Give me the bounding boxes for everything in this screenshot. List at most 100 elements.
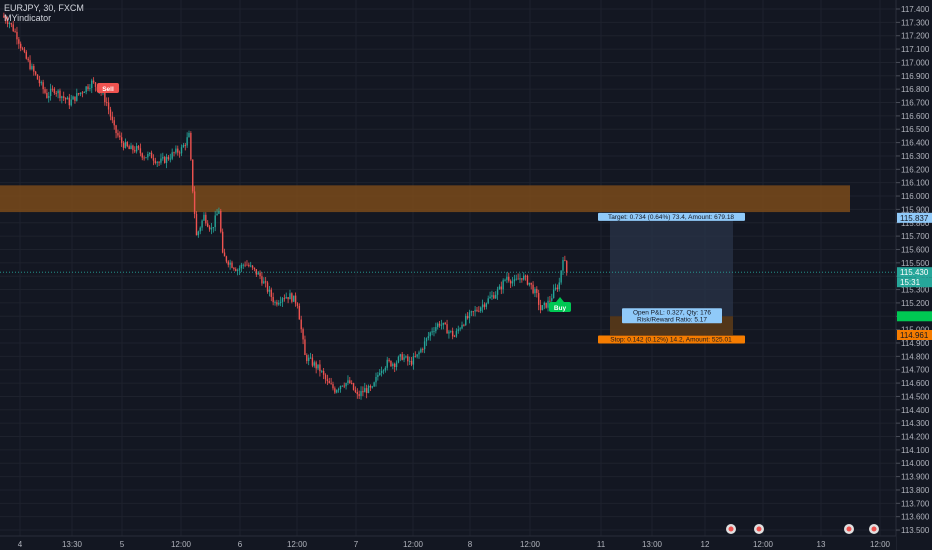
candle-body — [233, 267, 235, 270]
open-pnl-label: Open P&L: 0.327, Qty: 176 — [633, 309, 711, 316]
candle-body — [188, 133, 190, 138]
candle-body — [451, 330, 454, 337]
candle-body — [250, 265, 252, 267]
candle-body — [321, 370, 323, 372]
candle-body — [364, 388, 366, 393]
candle-body — [317, 364, 319, 369]
candle-body — [369, 385, 372, 388]
candle-body — [465, 315, 467, 326]
candle-body — [455, 330, 458, 337]
candle-body — [352, 383, 355, 390]
time-tick-label: 12:00 — [870, 540, 891, 549]
indicator-name[interactable]: MYindicator — [4, 13, 52, 23]
candle-body — [74, 96, 76, 101]
candle-body — [291, 293, 293, 302]
candle-body — [405, 356, 407, 358]
candle-body — [438, 323, 441, 326]
time-tick-label: 5 — [120, 540, 125, 549]
candle-body — [549, 300, 551, 302]
candle-body — [180, 147, 183, 154]
price-tick-label: 117.200 — [901, 32, 930, 41]
stop-label: Stop: 0.142 (0.12%) 14.2, Amount: 525.01 — [610, 337, 732, 344]
candle-body — [44, 89, 46, 93]
candle-body — [42, 82, 44, 90]
candle-body — [57, 90, 59, 94]
stop-price-tag-bg — [897, 329, 932, 340]
event-flag-icon — [728, 526, 734, 532]
long-position-tool[interactable]: Target: 0.734 (0.64%) 73.4, Amount: 679.… — [598, 212, 745, 344]
candle-body — [263, 281, 265, 284]
symbol-title[interactable]: EURJPY, 30, FXCM — [4, 3, 84, 13]
candle-body — [508, 276, 510, 281]
price-tick-label: 114.400 — [901, 406, 930, 415]
candle-body — [296, 303, 299, 306]
candle-body — [149, 152, 151, 155]
candle-body — [193, 191, 196, 214]
candle-body — [160, 158, 162, 163]
candle-body — [220, 210, 222, 232]
candle-body — [509, 280, 512, 284]
candle-body — [48, 96, 50, 98]
candle-body — [29, 60, 31, 70]
price-tick-label: 114.900 — [901, 339, 930, 348]
candle-body — [281, 298, 284, 302]
candle-body — [330, 383, 332, 385]
time-axis[interactable]: 4 13:30 5 12:00 6 12:00 7 12:00 8 12:00 11 13:00 12 1… — [18, 540, 891, 549]
price-tick-label: 116.600 — [901, 112, 930, 121]
candle-body — [543, 302, 545, 306]
candle-body — [414, 356, 416, 358]
candle-body — [300, 319, 302, 330]
target-label: Target: 0.734 (0.64%) 73.4, Amount: 679.… — [608, 214, 734, 221]
candle-body — [190, 133, 192, 160]
candle-body — [539, 304, 542, 311]
candle-body — [117, 133, 119, 136]
candle-body — [313, 362, 315, 366]
buy-signal-arrow — [556, 297, 564, 302]
candle-body — [248, 264, 250, 267]
candle-body — [392, 363, 394, 367]
candle-body — [476, 309, 478, 311]
candle-body — [420, 349, 422, 353]
candle-body — [485, 303, 488, 307]
candle-body — [306, 355, 308, 361]
candle-body — [427, 336, 430, 339]
candle-body — [341, 385, 344, 387]
candle-body — [20, 43, 22, 49]
candle-body — [566, 260, 568, 273]
candle-body — [319, 364, 321, 372]
candle-body — [537, 292, 540, 305]
price-tick-label: 116.400 — [901, 139, 930, 148]
candle-body — [259, 272, 261, 277]
entry-price-tag: 115.100 — [900, 312, 929, 321]
candle-body — [167, 156, 170, 160]
candle-body — [365, 388, 368, 393]
candle-body — [410, 360, 413, 365]
candle-body — [489, 296, 491, 299]
candle-body — [5, 17, 7, 22]
candle-body — [343, 385, 345, 387]
candle-body — [394, 363, 396, 368]
price-tick-label: 114.500 — [901, 392, 930, 401]
candle-body — [493, 295, 495, 299]
candle-body — [491, 295, 493, 297]
price-tick-label: 116.000 — [901, 192, 930, 201]
candle-body — [8, 23, 11, 25]
time-tick-label: 12:00 — [520, 540, 541, 549]
candle-body — [558, 282, 560, 290]
candle-body — [472, 311, 474, 313]
candle-body — [437, 323, 439, 328]
last-price-tag: 115.430 — [900, 268, 929, 277]
candle-body — [214, 215, 216, 228]
candle-body — [195, 213, 198, 236]
candle-body — [94, 82, 97, 87]
price-tick-label: 113.600 — [901, 513, 930, 522]
candle-body — [89, 88, 91, 89]
candle-body — [253, 267, 256, 270]
event-icons[interactable] — [726, 524, 879, 534]
price-tick-label: 117.000 — [901, 58, 930, 67]
candle-body — [182, 145, 185, 148]
buy-signal-bg — [549, 302, 571, 312]
candle-body — [169, 158, 171, 160]
price-tick-label: 114.100 — [901, 446, 930, 455]
